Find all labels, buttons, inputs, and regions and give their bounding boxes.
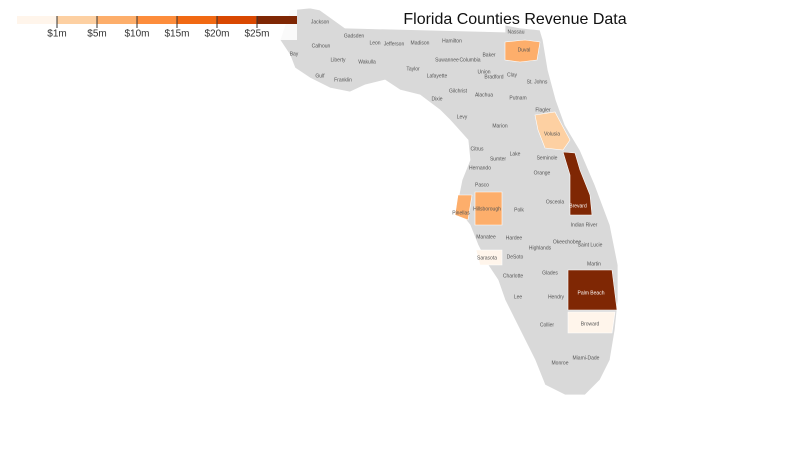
county-label: Broward (581, 321, 600, 327)
county-label: Saint Lucie (578, 242, 603, 248)
county-label: Polk (514, 207, 524, 213)
county-label: Suwannee (435, 57, 459, 63)
legend-tick-label: $15m (164, 29, 189, 40)
county-label: Sumter (490, 156, 506, 162)
county-label: Liberty (330, 57, 346, 63)
legend-swatch (137, 16, 177, 24)
county-fill (534, 111, 571, 151)
county-label: Jackson (311, 19, 330, 25)
county-fill (475, 249, 503, 266)
state-outline (279, 7, 619, 396)
county-label: DeSoto (507, 254, 524, 260)
legend-swatch (97, 16, 137, 24)
county-label: Bay (290, 51, 299, 57)
county-fill (562, 151, 593, 216)
county-label: Lee (514, 294, 523, 300)
county-label: Hernando (469, 165, 491, 171)
county-label: Citrus (470, 146, 484, 152)
county-label: Indian River (571, 222, 598, 228)
county-labels: Jackson Gadsden Leon Jefferson Madison Hamilt… (290, 19, 605, 366)
county-label: Orange (534, 170, 551, 176)
county-label: Hardee (506, 235, 523, 241)
county-label: Marion (492, 123, 508, 129)
county-fill (567, 269, 618, 311)
county-label: Calhoun (312, 43, 331, 49)
county-label: Alachua (475, 92, 493, 98)
county-label: Nassau (508, 29, 525, 35)
legend-swatch (17, 16, 57, 24)
county-label: Pinellas (452, 210, 470, 216)
legend-tick-label: $5m (87, 29, 106, 40)
county-label: Bradford (484, 74, 503, 80)
county-shapes (454, 39, 618, 334)
county-label: Hillsborough (473, 206, 501, 212)
legend-tick-label: $10m (124, 29, 149, 40)
county-label: Dixie (431, 96, 442, 102)
legend-tick-label: $25m (244, 29, 269, 40)
county-label: Collier (540, 322, 555, 328)
county-label: Pasco (475, 182, 489, 188)
legend-swatch (217, 16, 257, 24)
county-label: Hamilton (442, 38, 462, 44)
county-label: Hendry (548, 294, 565, 300)
county-fill (567, 311, 616, 334)
county-label: Gilchrist (449, 88, 468, 94)
legend-swatch (257, 16, 297, 24)
county-label: Madison (411, 40, 430, 46)
county-label: Franklin (334, 77, 352, 83)
county-label: Osceola (546, 199, 565, 205)
legend-tick-label: $1m (47, 29, 66, 40)
legend-tick-label: $20m (204, 29, 229, 40)
county-label: Miami-Dade (573, 355, 600, 361)
county-label: Gulf (315, 73, 325, 79)
county-label: Union (477, 69, 490, 75)
county-label: Okeechobee (553, 239, 582, 245)
county-label: Levy (457, 114, 468, 120)
legend-swatch (177, 16, 217, 24)
county-label: Lake (510, 151, 521, 157)
county-label: Columbia (459, 57, 480, 63)
county-label: Lafayette (427, 73, 448, 79)
county-label: Leon (369, 40, 380, 46)
county-label: Palm Beach (578, 290, 605, 296)
county-label: Putnam (509, 95, 526, 101)
county-label: Martin (587, 261, 601, 267)
county-label: Clay (507, 72, 518, 78)
county-label: Brevard (569, 203, 587, 209)
map-title: Florida Counties Revenue Data (403, 11, 626, 28)
county-label: Taylor (406, 66, 420, 72)
county-fill (504, 39, 541, 63)
county-label: Volusia (544, 131, 560, 137)
county-label: Seminole (537, 155, 558, 161)
county-fill (454, 194, 473, 221)
legend-swatch (57, 16, 97, 24)
county-label: Highlands (529, 245, 552, 251)
county-label: Sarasota (477, 255, 497, 261)
county-label: Manatee (476, 234, 496, 240)
county-label: Flagler (535, 107, 551, 113)
legend: $1m $5m $10m $15m $20m $25m (17, 16, 297, 40)
county-label: Monroe (552, 360, 569, 366)
county-label: Gadsden (344, 33, 365, 39)
county-label: Jefferson (384, 41, 405, 47)
county-label: Wakulla (358, 59, 376, 65)
county-fill (474, 191, 503, 226)
county-label: Duval (518, 47, 531, 53)
county-label: Glades (542, 270, 558, 276)
county-label: St. Johns (527, 79, 548, 85)
county-label: Charlotte (503, 273, 524, 279)
county-label: Baker (482, 52, 495, 58)
